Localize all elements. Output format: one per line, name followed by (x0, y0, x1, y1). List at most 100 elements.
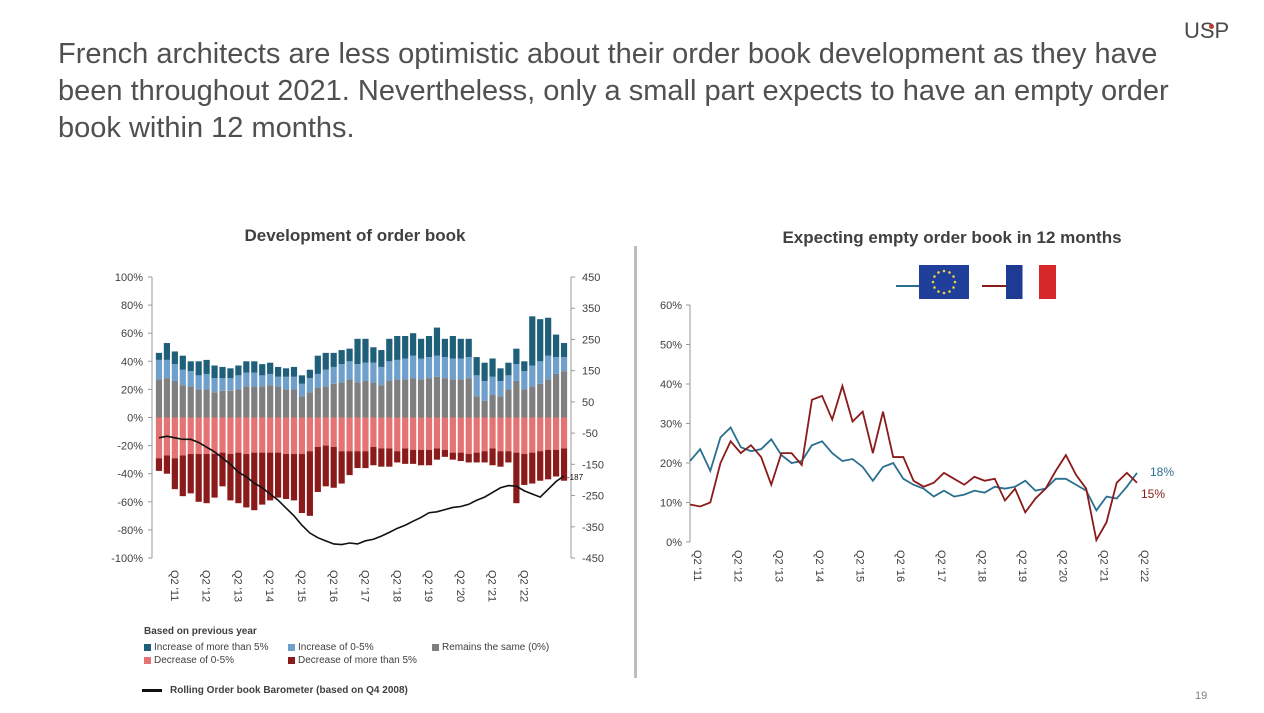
bar-segment (298, 396, 306, 418)
y-tick-label: 10% (660, 498, 682, 510)
eu-star-icon (931, 280, 935, 284)
bar-segment (489, 448, 496, 466)
bar-segment (330, 383, 337, 418)
bar-segment (219, 390, 226, 418)
empty-order-book-chart-title: Expecting empty order book in 12 months (782, 228, 1122, 247)
bar-segment (473, 452, 480, 463)
bar-segment (338, 382, 345, 418)
bar-segment (441, 338, 448, 358)
legend-item-inc-more5: Increase of more than 5% (144, 642, 269, 653)
bar-segment (251, 417, 258, 453)
bar-segment (346, 451, 353, 476)
bar-segment (410, 355, 417, 379)
y-tick-label: -60% (117, 497, 143, 509)
bar-segment (251, 361, 258, 373)
legend-item-same: Remains the same (0%) (432, 642, 549, 653)
bar-segment (314, 417, 321, 448)
bar-segment (275, 386, 282, 418)
france-series-line (689, 382, 1138, 543)
bar-segment (386, 338, 393, 362)
bar-segment (179, 455, 186, 497)
bar-segment (545, 379, 552, 418)
bar-segment (346, 361, 353, 380)
bar-segment (529, 316, 536, 366)
eu-star-icon (948, 290, 951, 293)
bar-segment (282, 454, 290, 499)
bar-segment (219, 378, 226, 391)
bar-segment (155, 359, 163, 380)
bar-segment (521, 389, 528, 418)
bar-segment (354, 364, 361, 383)
bar-segment (410, 449, 417, 464)
bar-segment (267, 452, 274, 501)
y-tick-label: 50% (660, 340, 682, 352)
bar-segment (354, 338, 361, 365)
bar-segment (354, 382, 361, 418)
x-tick-label: Q2 '21 (1097, 550, 1109, 582)
bar-segment (235, 417, 242, 453)
bar-segment (370, 362, 377, 383)
bar-segment (425, 417, 433, 450)
bar-segment (211, 392, 218, 418)
bar-segment (163, 455, 171, 474)
bar-segment (378, 385, 385, 418)
bar-segment (513, 417, 520, 453)
x-tick-label: Q2 '11 (168, 570, 180, 601)
bar-segment (465, 417, 472, 455)
bar-segment (211, 378, 218, 393)
bar-segment (457, 417, 464, 453)
y-tick-label: -20% (117, 441, 143, 453)
legend-header: Based on previous year (144, 626, 257, 637)
bar-segment (513, 380, 520, 418)
bar-segment (489, 358, 496, 377)
bar-segment (259, 417, 266, 453)
bar-segment (251, 386, 258, 418)
eu-star-icon (953, 280, 957, 284)
y-tick-label: 20% (660, 458, 682, 470)
bar-segment (465, 378, 472, 418)
x-tick-label: Q2 '19 (1016, 550, 1028, 582)
x-tick-label: Q2 '17 (935, 550, 947, 582)
bar-segment (545, 317, 552, 356)
bar-segment (306, 378, 313, 393)
bar-segment (513, 452, 520, 504)
bar-segment (545, 355, 552, 380)
bar-segment (473, 375, 480, 397)
bar-segment (235, 375, 242, 390)
bar-segment (163, 378, 171, 418)
bar-segment (394, 336, 401, 360)
bar-segment (362, 380, 369, 418)
bar-segment (235, 452, 242, 504)
bar-segment (330, 352, 337, 367)
bar-segment (227, 454, 234, 501)
bar-segment (560, 357, 568, 372)
bar-segment (394, 379, 401, 418)
bar-segment (251, 372, 258, 387)
bar-segment (259, 452, 266, 505)
bar-segment (330, 417, 337, 448)
bar-segment (203, 454, 210, 504)
y-tick-label: -100% (111, 553, 143, 565)
bar-segment (417, 379, 425, 418)
bar-segment (394, 359, 401, 380)
bar-segment (537, 417, 544, 452)
y2-tick-label: -250 (582, 491, 604, 503)
bar-segment (449, 336, 456, 359)
eu-series-line (689, 425, 1138, 513)
bar-segment (449, 379, 456, 418)
legend-item-inc-0-5: Increase of 0-5% (288, 642, 374, 653)
bar-segment (449, 452, 456, 460)
bar-segment (187, 361, 194, 372)
bar-segment (370, 447, 377, 466)
bar-segment (322, 445, 329, 487)
bar-segment (497, 417, 504, 452)
bar-segment (306, 451, 313, 516)
x-tick-label: Q2 '20 (1057, 550, 1069, 582)
bar-segment (473, 417, 480, 453)
bar-segment (378, 350, 385, 367)
bar-segment (314, 355, 321, 374)
bar-segment (227, 378, 234, 391)
bar-segment (322, 369, 329, 387)
eu-flag-icon (919, 265, 969, 299)
bar-segment (243, 386, 250, 418)
